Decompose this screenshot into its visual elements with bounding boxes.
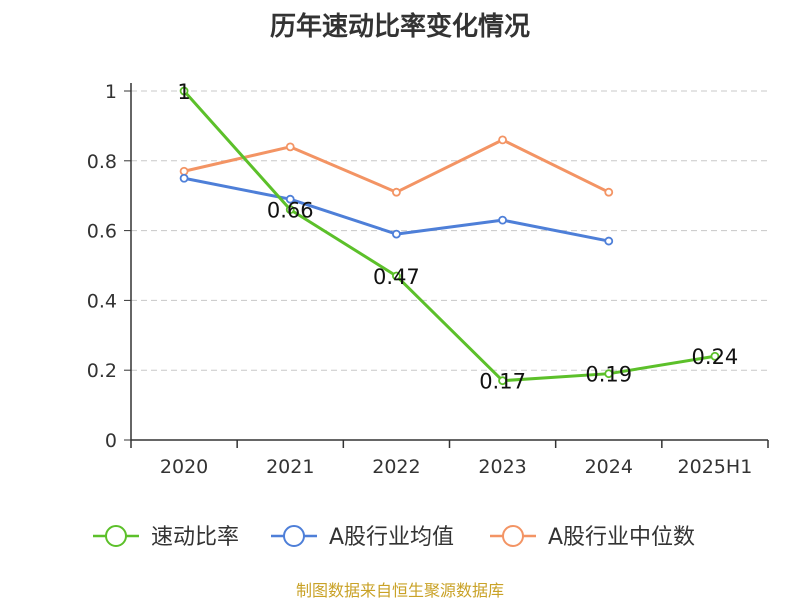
data-point — [710, 351, 720, 361]
x-tick-label: 2024 — [585, 456, 633, 478]
data-label: 0.24 — [692, 345, 739, 369]
legend-marker — [105, 525, 127, 547]
y-tick-label: 0.8 — [87, 151, 117, 173]
data-label: 1 — [177, 80, 190, 104]
data-point — [498, 135, 507, 145]
data-labels: 1 0.66 0.47 0.17 0.19 0.24 — [177, 80, 738, 394]
data-point — [179, 86, 189, 96]
data-point — [498, 215, 507, 225]
x-tick-label: 2020 — [160, 456, 208, 478]
data-point — [179, 166, 189, 176]
data-point — [604, 369, 614, 379]
data-point — [604, 187, 614, 197]
x-tick-label: 2021 — [266, 456, 314, 478]
y-tick-label: 1 — [105, 81, 117, 103]
series-line — [182, 89, 716, 383]
y-tick-label: 0 — [105, 430, 117, 452]
data-point — [392, 271, 401, 281]
y-tick-label: 0.4 — [87, 290, 117, 312]
data-point — [604, 236, 614, 246]
data-label: 0.17 — [479, 370, 526, 394]
legend-label: 速动比率 — [151, 525, 239, 550]
data-point — [392, 187, 401, 197]
data-point — [285, 194, 295, 204]
data-point — [498, 376, 507, 386]
data-point — [285, 205, 295, 215]
x-tick-label: 2022 — [372, 456, 420, 478]
x-tick-label: 2023 — [478, 456, 526, 478]
y-tick-label: 0.2 — [87, 360, 117, 382]
source-note: 制图数据来自恒生聚源数据库 — [295, 581, 504, 600]
data-point — [285, 142, 295, 152]
x-tick-label: 2025H1 — [678, 456, 753, 478]
gridlines — [131, 90, 768, 371]
legend: 速动比率 A股行业均值 A股行业中位数 — [93, 525, 695, 550]
data-point — [392, 229, 401, 239]
data-point — [179, 173, 189, 183]
legend-label: A股行业中位数 — [548, 525, 695, 550]
legend-marker — [283, 525, 305, 547]
series-line — [183, 138, 610, 194]
series-group — [179, 86, 720, 386]
y-tick-label: 0.6 — [87, 221, 117, 243]
data-label: 0.19 — [585, 363, 632, 387]
data-label: 0.66 — [267, 199, 314, 223]
chart-title: 历年速动比率变化情况 — [269, 12, 530, 42]
data-label: 0.47 — [373, 265, 420, 289]
axes: 0 0.2 0.4 0.6 0.8 1 2020 2021 2022 2023 2024 2025H1 — [87, 81, 769, 478]
legend-label: A股行业均值 — [329, 525, 454, 550]
legend-marker — [502, 525, 524, 547]
